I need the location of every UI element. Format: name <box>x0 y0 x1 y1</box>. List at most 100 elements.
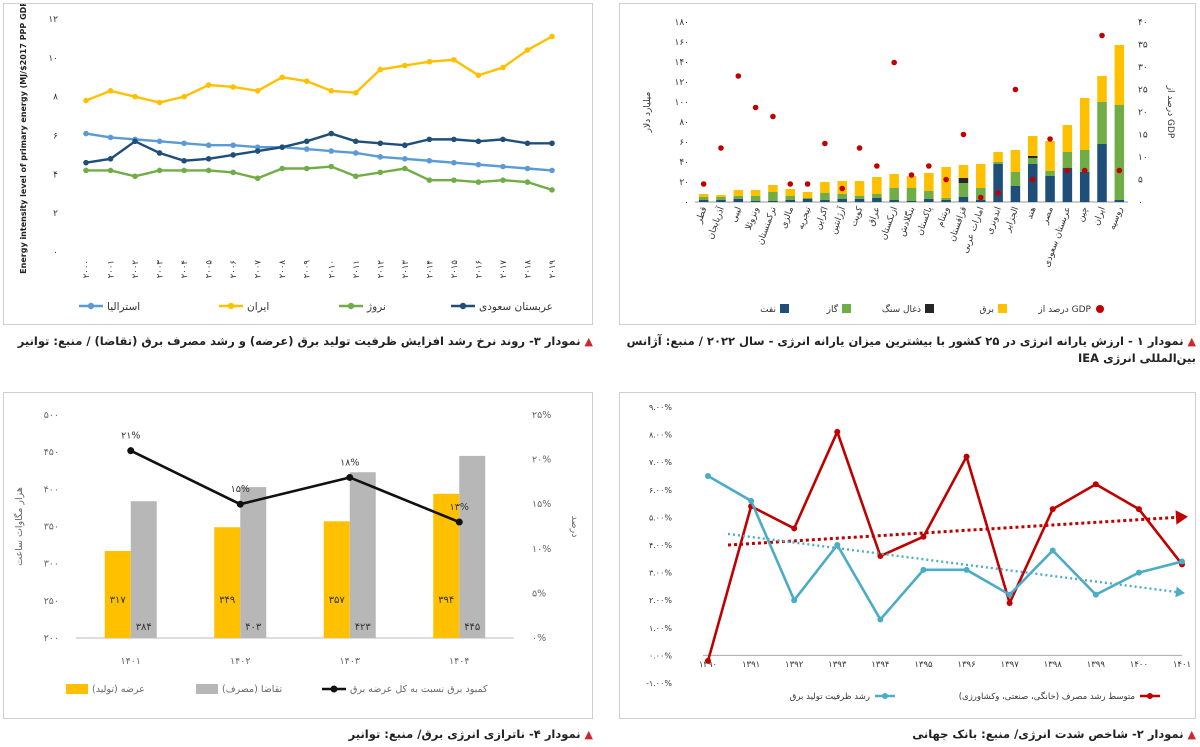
bar-segment <box>820 200 830 202</box>
legend-swatch <box>1096 305 1104 313</box>
bar-segment <box>1010 186 1021 202</box>
series-point <box>254 148 261 154</box>
series-point <box>1092 591 1099 598</box>
bar-segment <box>941 167 951 198</box>
y-tick-label: ۰ <box>53 248 58 258</box>
series-point <box>791 597 798 604</box>
series-point <box>475 179 482 185</box>
y-tick-label: ۴۵۰ <box>44 447 59 458</box>
series-point <box>524 179 531 185</box>
gdp-point <box>700 181 707 187</box>
bar-segment <box>837 194 847 199</box>
legend-label: ذغال سنگ <box>882 303 921 315</box>
x-tick-label: مصر <box>1040 205 1056 226</box>
x-tick-label: ۲۰۱۵ <box>450 260 460 279</box>
bar-segment <box>889 174 899 188</box>
series-point <box>205 142 212 149</box>
x-tick-label: ونزوئلا <box>744 206 762 232</box>
bar-segment <box>1114 45 1125 105</box>
series-point <box>181 140 187 147</box>
series-point <box>328 130 335 137</box>
bar-segment <box>976 188 986 200</box>
x-tick-label: ۲۰۰۲ <box>131 260 141 279</box>
series-point <box>328 148 335 154</box>
x-tick-label: روسیه <box>1108 206 1126 232</box>
series-point <box>426 136 433 143</box>
x-tick-label: ۱۳۹۹ <box>1087 660 1106 670</box>
legend-swatch <box>196 684 218 694</box>
shortage-label: ۱۵% <box>231 484 250 495</box>
series-point <box>83 159 89 166</box>
bar-segment <box>993 152 1003 162</box>
series-point <box>1135 506 1142 513</box>
x-tick-label: ۱۳۹۶ <box>957 660 975 670</box>
chart3-caption: ▲نمودار ۳- روند نرخ رشد افزایش ظرفیت تول… <box>3 333 593 350</box>
series-point <box>549 33 555 40</box>
series-point <box>254 88 261 94</box>
series-point <box>181 93 187 100</box>
legend-swatch-point <box>347 302 355 310</box>
y2-tick-label: ۰% <box>532 633 546 644</box>
shortage-label: ۱۳% <box>450 502 469 513</box>
series-point <box>352 138 359 145</box>
gdp-point <box>977 194 984 201</box>
bar-segment <box>906 176 917 188</box>
series-point <box>303 78 310 84</box>
x-tick-label: ویتنام <box>936 206 952 229</box>
legend-label: تقاضا (مصرف) <box>222 684 283 695</box>
x-tick-label: ازبکستان <box>879 206 900 242</box>
chart1-panel: ۰ ۲۰ ۴۰ ۶۰ ۸۰ ۱۰۰ ۱۲۰ ۱۴۰ ۱۶۰ ۱۸۰ ۰ ۵ ۱۰ ۱۵ ۲۰ ۲۵ ۳۰ ۳۵ ۴۰… <box>619 3 1196 325</box>
x-tick-label: ۲۰۱۲ <box>376 260 386 279</box>
series-line <box>86 165 553 192</box>
series-point <box>352 150 359 156</box>
x-tick-label: ۲۰۱۳ <box>401 260 411 279</box>
x-tick-label: مالزی <box>779 205 796 230</box>
series-point <box>877 616 884 623</box>
legend-label: نفت <box>760 305 776 315</box>
series-point <box>451 136 457 143</box>
series-point <box>451 56 457 63</box>
series-point <box>156 167 163 174</box>
chart2-svg: -۱.۰۰% ۰.۰۰% ۱.۰۰% ۲.۰۰% ۳.۰۰% ۴.۰۰% ۵.۰۰% ۶.۰۰… <box>646 403 1191 702</box>
x-tick-label: ۱۴۰۰ <box>1130 660 1148 670</box>
y-tick-label: ۲۵۰ <box>44 596 59 607</box>
series-point <box>1092 481 1099 488</box>
y2-tick-label: ۲۰ <box>1138 108 1148 118</box>
y-tick-label: ۳.۰۰% <box>649 569 672 578</box>
shortage-point <box>455 518 463 526</box>
x-tick-label: ۲۰۱۰ <box>327 260 337 278</box>
series-point <box>156 138 163 145</box>
trend-arrowhead <box>1175 510 1188 525</box>
bar-segment <box>924 199 934 202</box>
bar-segment <box>716 197 726 200</box>
demand-bar-label: ۴۰۳ <box>245 622 262 633</box>
legend-label: درصد از GDP <box>1037 305 1091 315</box>
bar-segment <box>924 173 934 191</box>
bar-segment <box>872 198 882 202</box>
gdp-point <box>787 181 794 187</box>
series-point <box>705 657 711 664</box>
bar-segment <box>1027 156 1038 158</box>
series-point <box>1006 599 1013 606</box>
legend-swatch <box>998 304 1007 313</box>
bar-segment <box>750 196 761 201</box>
series-point <box>549 187 555 193</box>
y-tick-label: ۷.۰۰% <box>649 458 672 467</box>
legend-swatch-point <box>330 685 338 693</box>
y-tick-label: ۱۰ <box>48 54 58 64</box>
demand-bar <box>349 472 376 638</box>
x-tick-label: ۱۴۰۴ <box>449 656 469 667</box>
bar-segment <box>716 195 726 197</box>
series-line <box>707 474 1183 622</box>
caption-marker-icon: ▲ <box>1187 335 1196 348</box>
x-tick-label: پاکستان <box>915 205 935 237</box>
chart2-caption-text: نمودار ۲- شاخص شدت انرژی/ منبع: بانک جها… <box>912 727 1184 741</box>
series-point <box>230 152 236 158</box>
bar-segment <box>976 164 986 188</box>
x-tick-label: ایران <box>1092 206 1108 227</box>
demand-bar <box>459 455 486 638</box>
demand-bar <box>240 487 267 638</box>
y-tick-label: ۶۰ <box>679 138 689 148</box>
gdp-point <box>1116 167 1123 174</box>
series-point <box>254 144 261 150</box>
